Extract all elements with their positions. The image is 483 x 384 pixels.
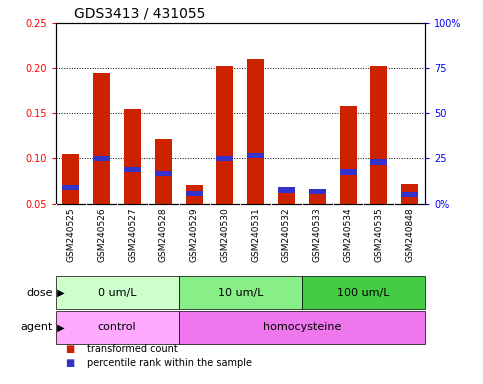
Text: GSM240534: GSM240534: [343, 207, 353, 262]
Bar: [216, 66, 233, 204]
Text: 0 um/L: 0 um/L: [98, 288, 136, 298]
Text: GSM240530: GSM240530: [220, 207, 229, 262]
Text: GSM240525: GSM240525: [67, 207, 75, 262]
Bar: [124, 167, 141, 172]
Bar: [62, 185, 79, 190]
Bar: [309, 193, 326, 204]
Text: GSM240527: GSM240527: [128, 207, 137, 262]
Bar: [62, 154, 79, 204]
Text: 100 um/L: 100 um/L: [337, 288, 390, 298]
Bar: [155, 171, 172, 177]
Bar: [124, 109, 141, 204]
Bar: [340, 106, 356, 204]
Text: GSM240535: GSM240535: [374, 207, 384, 262]
Bar: [247, 153, 264, 159]
Bar: [155, 139, 172, 204]
Bar: [278, 187, 295, 193]
Text: percentile rank within the sample: percentile rank within the sample: [87, 358, 252, 368]
Text: control: control: [98, 322, 136, 333]
Text: GSM240533: GSM240533: [313, 207, 322, 262]
Text: GSM240532: GSM240532: [282, 207, 291, 262]
Bar: [302, 276, 425, 309]
Text: ■: ■: [65, 344, 74, 354]
Bar: [401, 192, 418, 197]
Bar: [185, 185, 202, 204]
Bar: [309, 189, 326, 195]
Text: dose: dose: [27, 288, 53, 298]
Text: GSM240528: GSM240528: [159, 207, 168, 262]
Text: homocysteine: homocysteine: [263, 322, 341, 333]
Bar: [56, 276, 179, 309]
Text: 10 um/L: 10 um/L: [217, 288, 263, 298]
Bar: [216, 156, 233, 161]
Bar: [370, 159, 387, 165]
Text: ▶: ▶: [54, 288, 65, 298]
Bar: [56, 311, 179, 344]
Text: agent: agent: [21, 322, 53, 333]
Text: GSM240848: GSM240848: [405, 207, 414, 262]
Bar: [179, 276, 302, 309]
Bar: [401, 184, 418, 204]
Text: transformed count: transformed count: [87, 344, 178, 354]
Bar: [278, 193, 295, 204]
Bar: [340, 169, 356, 175]
Bar: [93, 73, 110, 204]
Text: GSM240526: GSM240526: [97, 207, 106, 262]
Bar: [93, 156, 110, 161]
Bar: [185, 191, 202, 196]
Text: ■: ■: [65, 358, 74, 368]
Text: ▶: ▶: [54, 322, 65, 333]
Bar: [370, 66, 387, 204]
Bar: [247, 59, 264, 204]
Text: GSM240531: GSM240531: [251, 207, 260, 262]
Text: GSM240529: GSM240529: [190, 207, 199, 262]
Text: GDS3413 / 431055: GDS3413 / 431055: [74, 7, 205, 20]
Bar: [179, 311, 425, 344]
